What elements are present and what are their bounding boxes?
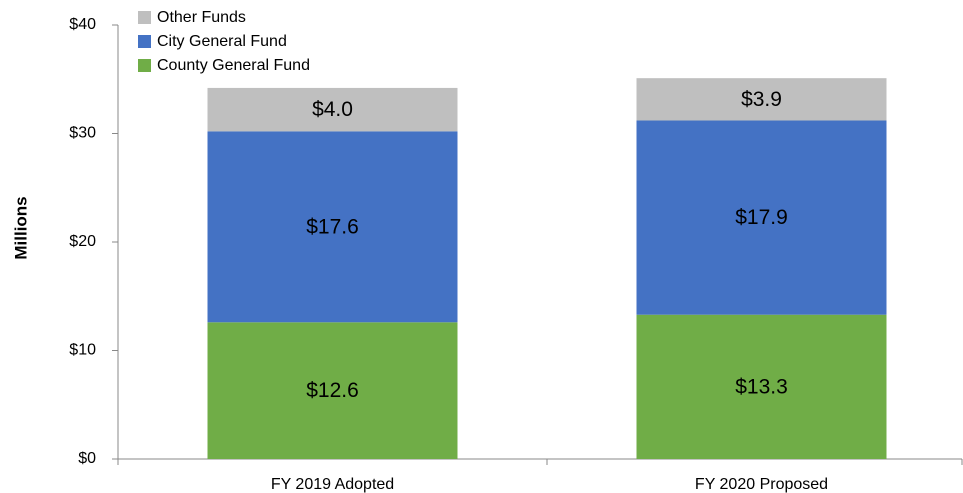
data-label: $13.3 — [735, 375, 788, 398]
y-tick-label: $40 — [69, 16, 96, 33]
data-label: $17.9 — [735, 206, 788, 229]
bar-segment — [207, 322, 458, 459]
legend-box — [134, 2, 362, 78]
y-tick-label: $30 — [69, 125, 96, 142]
data-label: $4.0 — [312, 98, 353, 121]
data-label: $12.6 — [306, 379, 359, 402]
legend-label: County General Fund — [157, 57, 310, 74]
x-tick-label: FY 2019 Adopted — [271, 476, 394, 493]
bar-segment — [636, 120, 887, 315]
bar-segment — [207, 131, 458, 323]
bar-segment — [636, 314, 887, 459]
legend-label: City General Fund — [157, 33, 287, 50]
data-label: $3.9 — [741, 88, 782, 111]
x-tick-label: FY 2020 Proposed — [695, 476, 828, 493]
y-tick-label: $10 — [69, 342, 96, 359]
legend-swatch — [138, 11, 151, 24]
legend-swatch — [138, 35, 151, 48]
y-axis-label: Millions — [11, 196, 30, 259]
legend-label: Other Funds — [157, 9, 246, 26]
legend-swatch — [138, 59, 151, 72]
data-label: $17.6 — [306, 215, 359, 238]
y-tick-label: $0 — [78, 450, 96, 467]
y-tick-label: $20 — [69, 233, 96, 250]
bar-segment — [207, 87, 458, 132]
bar-segment — [636, 78, 887, 121]
